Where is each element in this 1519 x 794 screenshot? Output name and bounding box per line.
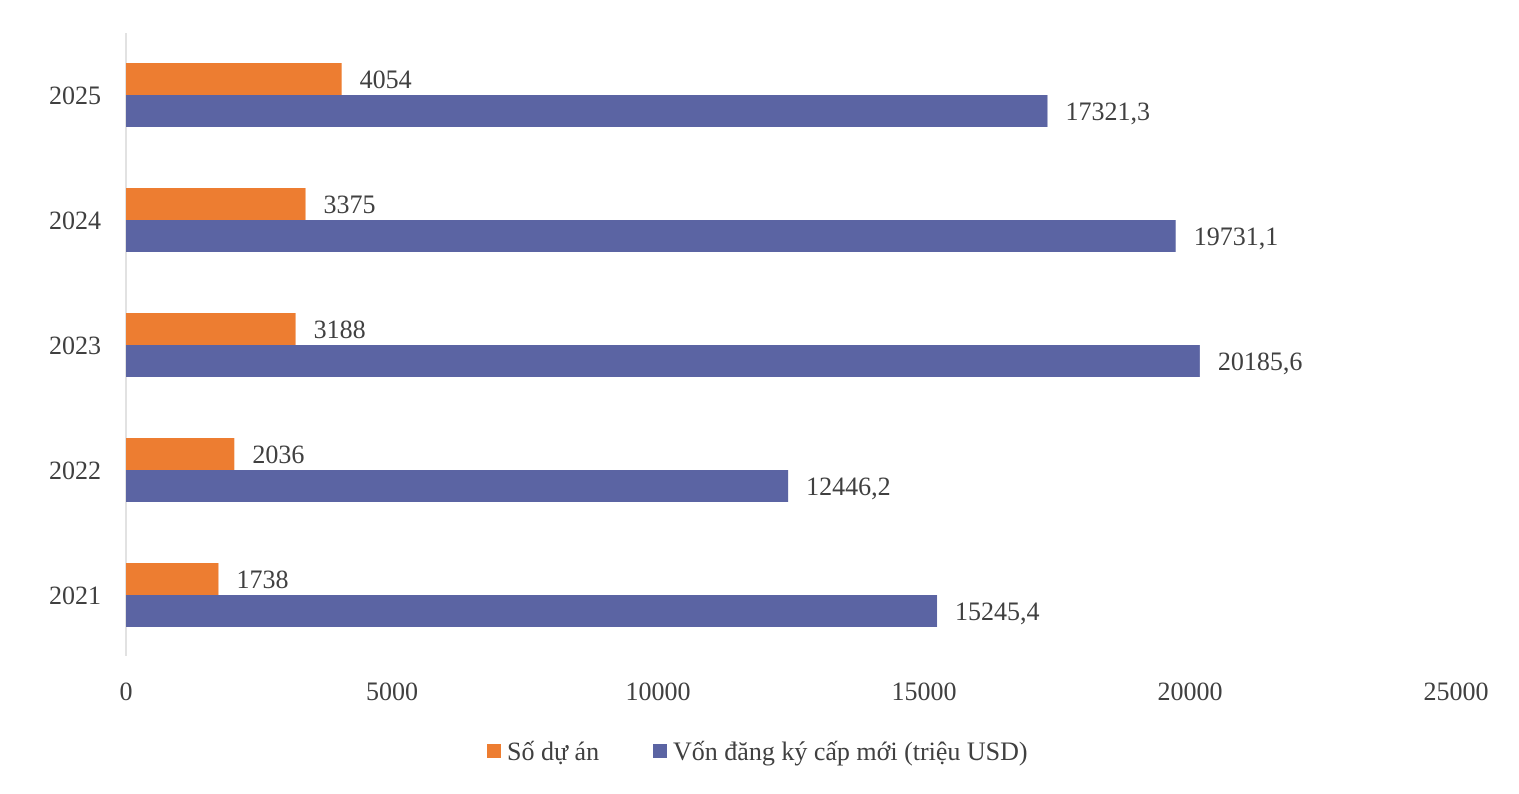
bar-capital-2021 — [126, 595, 938, 627]
data-label-capital-2025: 17321,3 — [1065, 97, 1150, 126]
data-label-capital-2022: 12446,2 — [806, 472, 891, 501]
legend: Số dự án Vốn đăng ký cấp mới (triệu USD) — [487, 737, 1028, 766]
category-label-2023: 2023 — [49, 331, 101, 360]
x-tick-label-10000: 10000 — [626, 677, 691, 706]
data-label-projects-2021: 1738 — [236, 565, 288, 594]
category-labels: 2021 2022 2023 2024 2025 — [49, 81, 101, 610]
category-label-2024: 2024 — [49, 206, 101, 235]
bar-capital-2023 — [126, 345, 1200, 377]
category-label-2022: 2022 — [49, 456, 101, 485]
legend-label-projects: Số dự án — [507, 737, 599, 766]
data-label-capital-2021: 15245,4 — [955, 597, 1040, 626]
bars-group: 1738 15245,4 2036 12446,2 3188 20185,6 3375 197… — [126, 63, 1302, 627]
data-label-projects-2023: 3188 — [314, 315, 366, 344]
legend-label-capital: Vốn đăng ký cấp mới (triệu USD) — [673, 737, 1028, 766]
x-tick-label-5000: 5000 — [366, 677, 418, 706]
bar-projects-2021 — [126, 563, 219, 595]
legend-swatch-projects — [487, 744, 501, 758]
x-tick-label-15000: 15000 — [892, 677, 957, 706]
data-label-capital-2023: 20185,6 — [1218, 347, 1303, 376]
x-tick-label-20000: 20000 — [1158, 677, 1223, 706]
bar-projects-2023 — [126, 313, 296, 345]
legend-swatch-capital — [653, 744, 667, 758]
bar-projects-2025 — [126, 63, 342, 95]
data-label-projects-2022: 2036 — [252, 440, 304, 469]
bar-capital-2024 — [126, 220, 1176, 252]
data-label-projects-2025: 4054 — [360, 65, 412, 94]
data-label-projects-2024: 3375 — [324, 190, 376, 219]
bar-projects-2024 — [126, 188, 306, 220]
data-label-capital-2024: 19731,1 — [1194, 222, 1279, 251]
bar-projects-2022 — [126, 438, 235, 470]
category-label-2025: 2025 — [49, 81, 101, 110]
x-tick-label-25000: 25000 — [1424, 677, 1489, 706]
category-label-2021: 2021 — [49, 581, 101, 610]
x-tick-labels: 0 5000 10000 15000 20000 25000 — [120, 677, 1489, 706]
bar-capital-2022 — [126, 470, 789, 502]
bar-capital-2025 — [126, 95, 1048, 127]
x-tick-label-0: 0 — [120, 677, 133, 706]
